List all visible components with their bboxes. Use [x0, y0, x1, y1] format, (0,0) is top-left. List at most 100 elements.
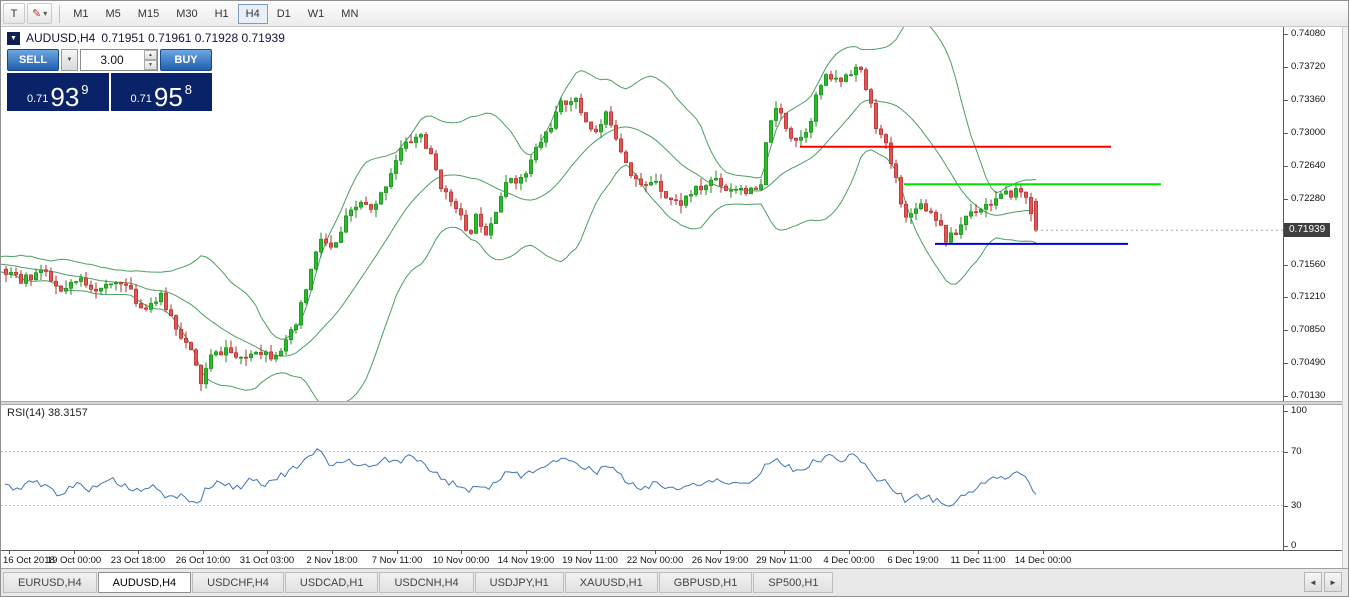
time-axis-label: 6 Dec 19:00	[887, 555, 939, 566]
price-chart[interactable]	[1, 27, 1283, 401]
rsi-axis-label: 30	[1291, 500, 1302, 511]
price-axis-label: 0.72640	[1291, 160, 1326, 171]
chart-tab-usdcad-h1[interactable]: USDCAD,H1	[284, 572, 379, 593]
trade-controls-row: SELL ▼ ▲ ▼ BUY	[7, 49, 212, 71]
time-axis-label: 19 Oct 00:00	[46, 555, 102, 566]
time-tick	[913, 551, 914, 554]
buy-price-prefix: 0.71	[130, 93, 152, 105]
rsi-chart[interactable]	[1, 405, 1283, 550]
timeframe-h4[interactable]: H4	[237, 3, 268, 24]
time-axis-label: 4 Dec 00:00	[823, 555, 875, 566]
time-tick	[526, 551, 527, 554]
price-axis-label: 0.71560	[1291, 259, 1326, 270]
chevron-down-icon: ▾	[43, 9, 48, 18]
timeframe-group: M1 M5 M15 M30 H1 H4 D1 W1 MN	[65, 3, 366, 24]
price-axis-label: 0.71210	[1291, 291, 1326, 302]
chart-tab-audusd-h4[interactable]: AUDUSD,H4	[97, 572, 192, 593]
chart-tab-gbpusd-h1[interactable]: GBPUSD,H1	[658, 572, 753, 593]
timeframe-m15[interactable]: M15	[130, 4, 167, 24]
timeframe-w1[interactable]: W1	[300, 4, 333, 24]
time-axis-label: 31 Oct 03:00	[239, 555, 295, 566]
price-tick	[1284, 166, 1288, 167]
rsi-tick	[1284, 546, 1288, 547]
time-tick	[978, 551, 979, 554]
colors-tool-button[interactable]: ✎ ▾	[27, 3, 53, 24]
ohlc-values: 0.71951 0.71961 0.71928 0.71939	[101, 31, 285, 45]
price-axis-label: 0.73000	[1291, 127, 1326, 138]
time-tick	[138, 551, 139, 554]
buy-quote[interactable]: 0.71 95 8	[110, 73, 212, 111]
timeframe-mn[interactable]: MN	[333, 4, 366, 24]
time-axis-label: 11 Dec 11:00	[950, 555, 1006, 566]
rsi-subwindow: RSI(14) 38.3157 100 70 30 0	[1, 405, 1342, 551]
time-tick	[1043, 551, 1044, 554]
rsi-axis[interactable]: 100 70 30 0	[1283, 405, 1342, 551]
chart-tab-usdchf-h4[interactable]: USDCHF,H4	[192, 572, 284, 593]
buy-button[interactable]: BUY	[160, 49, 212, 71]
one-click-trading-panel: SELL ▼ ▲ ▼ BUY 0.71 93 9 0.7	[7, 49, 212, 111]
sell-price-pip: 9	[81, 82, 89, 97]
time-tick	[397, 551, 398, 554]
sell-button[interactable]: SELL	[7, 49, 59, 71]
rsi-tick	[1284, 452, 1288, 453]
rsi-axis-label: 0	[1291, 540, 1297, 551]
crayon-icon: ✎	[32, 8, 42, 20]
time-tick	[784, 551, 785, 554]
chart-tab-usdjpy-h1[interactable]: USDJPY,H1	[474, 572, 564, 593]
tabs-scroll-right-button[interactable]: ►	[1324, 572, 1342, 592]
volume-down-button[interactable]: ▼	[144, 60, 157, 70]
sell-quote[interactable]: 0.71 93 9	[7, 73, 109, 111]
time-tick	[9, 551, 10, 554]
price-tick	[1284, 363, 1288, 364]
volume-input[interactable]	[81, 50, 157, 70]
chart-tab-usdcnh-h4[interactable]: USDCNH,H4	[379, 572, 474, 593]
rsi-axis-label: 70	[1291, 446, 1302, 457]
price-tick	[1284, 133, 1288, 134]
chart-tabs-list: EURUSD,H4 AUDUSD,H4 USDCHF,H4 USDCAD,H1 USDC…	[3, 572, 834, 593]
current-price-tag: 0.71939	[1284, 223, 1331, 237]
time-axis-label: 14 Nov 19:00	[497, 555, 555, 566]
price-axis-label: 0.72280	[1291, 193, 1326, 204]
price-axis-label: 0.70850	[1291, 324, 1326, 335]
price-tick	[1284, 297, 1288, 298]
price-tick	[1284, 34, 1288, 35]
timeframe-d1[interactable]: D1	[269, 4, 299, 24]
time-axis-label: 7 Nov 11:00	[371, 555, 423, 566]
time-tick	[655, 551, 656, 554]
time-axis-label: 29 Nov 11:00	[756, 555, 812, 566]
rsi-line	[4, 448, 1037, 507]
bollinger-bands	[1, 27, 1037, 401]
time-tick	[720, 551, 721, 554]
volume-dropdown-button[interactable]: ▼	[61, 49, 78, 71]
chart-tab-eurusd-h4[interactable]: EURUSD,H4	[3, 572, 97, 593]
timeframe-m30[interactable]: M30	[168, 4, 205, 24]
chart-tab-sp500-h1[interactable]: SP500,H1	[753, 572, 834, 593]
chart-tool-button[interactable]: T	[3, 3, 25, 24]
time-tick	[267, 551, 268, 554]
volume-spinner: ▲ ▼	[144, 50, 157, 70]
time-axis-label: 26 Oct 10:00	[175, 555, 231, 566]
price-tick	[1284, 330, 1288, 331]
price-axis[interactable]: 0.74080 0.73720 0.73360 0.73000 0.72640 0.722…	[1283, 27, 1342, 401]
chart-tabs-bar: EURUSD,H4 AUDUSD,H4 USDCHF,H4 USDCAD,H1 USDC…	[1, 568, 1348, 596]
time-axis-label: 26 Nov 19:00	[691, 555, 749, 566]
time-tick	[203, 551, 204, 554]
symbol-period-label: AUDUSD,H4	[26, 31, 96, 45]
buy-price-pip: 8	[184, 82, 193, 97]
quote-row: 0.71 93 9 0.71 95 8	[7, 73, 212, 111]
tabs-scroll-left-button[interactable]: ◄	[1304, 572, 1322, 592]
timeframe-h1[interactable]: H1	[207, 4, 237, 24]
time-axis-label: 10 Nov 00:00	[432, 555, 490, 566]
timeframe-m1[interactable]: M1	[65, 4, 96, 24]
one-click-collapse-button[interactable]: ▼	[7, 31, 20, 45]
time-axis[interactable]: 16 Oct 2018 19 Oct 00:00 23 Oct 18:00 26 Oc…	[1, 550, 1342, 568]
volume-up-button[interactable]: ▲	[144, 50, 157, 60]
window-splitter[interactable]	[1, 401, 1342, 405]
time-axis-label: 16 Oct 2018	[3, 555, 55, 566]
timeframe-m5[interactable]: M5	[98, 4, 129, 24]
time-tick	[461, 551, 462, 554]
chart-region: ▼ AUDUSD,H4 0.71951 0.71961 0.71928 0.71…	[1, 27, 1342, 401]
chart-tab-xauusd-h1[interactable]: XAUUSD,H1	[564, 572, 658, 593]
price-tick	[1284, 67, 1288, 68]
